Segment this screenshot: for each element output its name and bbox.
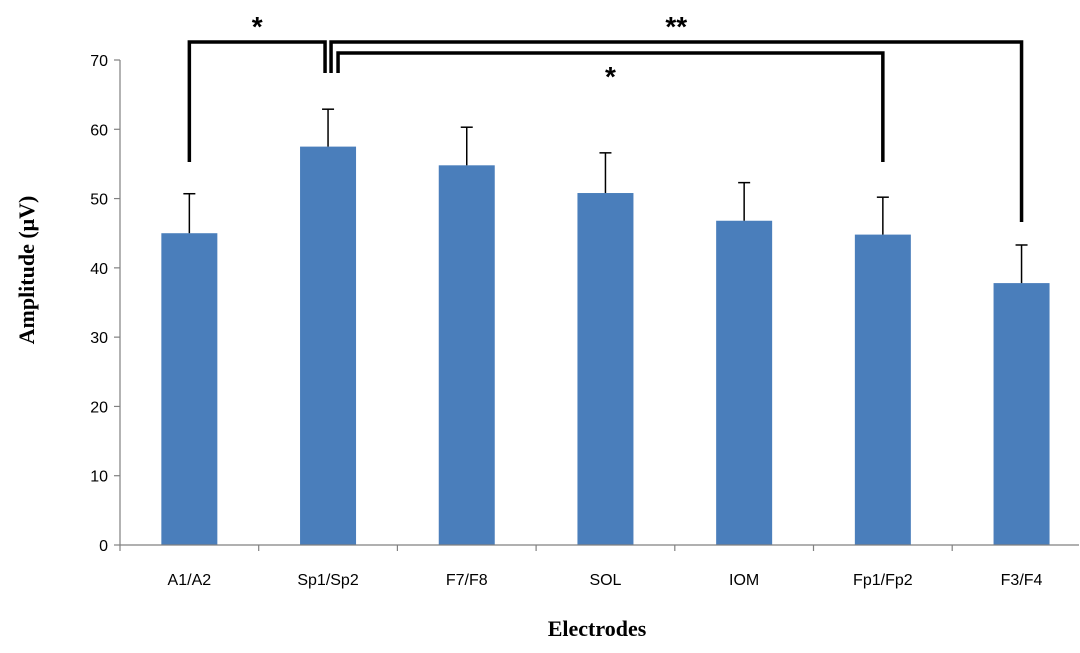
- x-tick-label: SOL: [589, 572, 621, 589]
- significance-label: **: [665, 11, 687, 42]
- y-axis-title: Amplitude (μV): [14, 196, 39, 345]
- y-tick-label: 10: [90, 469, 108, 486]
- y-tick-label: 40: [90, 261, 108, 278]
- significance-bracket: [329, 40, 1024, 222]
- bar-f3-f4: [993, 283, 1050, 545]
- x-tick-label: A1/A2: [168, 572, 212, 589]
- x-axis-title: Electrodes: [548, 616, 647, 641]
- bar-fp1-fp2: [854, 234, 911, 545]
- x-tick-label: Fp1/Fp2: [853, 572, 913, 589]
- significance-bracket: [336, 51, 885, 162]
- y-tick-label: 50: [90, 192, 108, 209]
- y-tick-label: 0: [99, 538, 108, 555]
- significance-brackets-layer: * ***: [187, 11, 1024, 222]
- bar-a1-a2: [161, 233, 218, 545]
- error-bars-layer: [183, 108, 1028, 284]
- axes-layer: 0 10 20 30 40 50 60 70 A1/A2 Sp1/Sp2 F7/F8 SOL IOM Fp…: [90, 53, 1079, 589]
- bar-iom: [716, 220, 773, 545]
- y-tick-label: 30: [90, 330, 108, 347]
- y-tick-label: 70: [90, 53, 108, 70]
- y-tick-label: 20: [90, 399, 108, 416]
- x-tick-label: Sp1/Sp2: [297, 572, 358, 589]
- x-tick-label: F3/F4: [1001, 572, 1043, 589]
- significance-label: *: [605, 61, 616, 92]
- significance-bracket: [187, 40, 327, 162]
- bar-f7-f8: [438, 165, 495, 546]
- bar-sp1-sp2: [300, 146, 357, 545]
- significance-label: *: [252, 11, 263, 42]
- bars-layer: [161, 146, 1050, 546]
- bar-sol: [577, 193, 634, 545]
- x-tick-label: IOM: [729, 572, 759, 589]
- y-tick-label: 60: [90, 122, 108, 139]
- x-tick-label: F7/F8: [446, 572, 488, 589]
